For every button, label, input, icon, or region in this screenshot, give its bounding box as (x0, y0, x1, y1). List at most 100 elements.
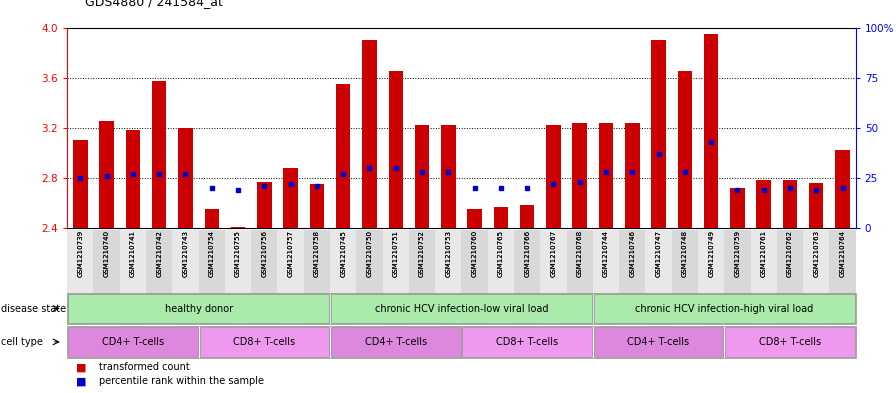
Text: CD4+ T-cells: CD4+ T-cells (365, 337, 426, 347)
Text: GSM1210749: GSM1210749 (708, 230, 714, 277)
Text: GSM1210766: GSM1210766 (524, 230, 530, 277)
Bar (494, 207, 508, 228)
Text: GSM1210746: GSM1210746 (629, 230, 635, 277)
Text: GSM1210760: GSM1210760 (471, 230, 478, 277)
Text: GSM1210764: GSM1210764 (840, 230, 846, 277)
Text: GSM1210752: GSM1210752 (419, 230, 425, 277)
Text: GSM1210765: GSM1210765 (498, 230, 504, 277)
Text: GSM1210744: GSM1210744 (603, 230, 609, 277)
Text: chronic HCV infection-low viral load: chronic HCV infection-low viral load (375, 303, 548, 314)
Text: CD4+ T-cells: CD4+ T-cells (627, 337, 690, 347)
Text: transformed count: transformed count (99, 362, 189, 373)
Text: GSM1210757: GSM1210757 (288, 230, 294, 277)
Bar (783, 180, 797, 228)
Bar (677, 72, 692, 228)
Text: GSM1210747: GSM1210747 (656, 230, 661, 277)
Text: CD8+ T-cells: CD8+ T-cells (233, 337, 296, 347)
Text: GSM1210756: GSM1210756 (262, 230, 267, 277)
Text: GSM1210750: GSM1210750 (366, 230, 373, 277)
Text: GSM1210757: GSM1210757 (288, 230, 294, 277)
Bar (178, 128, 193, 228)
Text: GSM1210755: GSM1210755 (235, 230, 241, 277)
Text: GSM1210749: GSM1210749 (708, 230, 714, 277)
Bar (730, 188, 745, 228)
Bar (336, 84, 350, 228)
Text: chronic HCV infection-high viral load: chronic HCV infection-high viral load (635, 303, 814, 314)
Text: GSM1210744: GSM1210744 (603, 230, 609, 277)
Text: GSM1210753: GSM1210753 (445, 230, 452, 277)
Text: GSM1210748: GSM1210748 (682, 230, 688, 277)
Text: GSM1210754: GSM1210754 (209, 230, 215, 277)
Text: CD8+ T-cells: CD8+ T-cells (496, 337, 558, 347)
Text: healthy donor: healthy donor (165, 303, 233, 314)
Text: ■: ■ (76, 362, 87, 373)
Text: GSM1210746: GSM1210746 (629, 230, 635, 277)
Text: GSM1210758: GSM1210758 (314, 230, 320, 277)
Bar (547, 125, 561, 228)
Text: GSM1210761: GSM1210761 (761, 230, 767, 277)
Bar (389, 72, 403, 228)
Text: GSM1210760: GSM1210760 (471, 230, 478, 277)
Text: GSM1210767: GSM1210767 (550, 230, 556, 277)
Text: GSM1210762: GSM1210762 (787, 230, 793, 277)
Text: GSM1210756: GSM1210756 (262, 230, 267, 277)
Text: GSM1210745: GSM1210745 (340, 230, 346, 277)
Text: GSM1210767: GSM1210767 (550, 230, 556, 277)
Bar (599, 123, 613, 228)
Text: CD8+ T-cells: CD8+ T-cells (759, 337, 821, 347)
Text: GSM1210761: GSM1210761 (761, 230, 767, 277)
Text: GSM1210742: GSM1210742 (156, 230, 162, 277)
Text: GSM1210739: GSM1210739 (77, 230, 83, 277)
Bar (310, 184, 324, 228)
Text: GSM1210743: GSM1210743 (183, 230, 188, 277)
Text: GSM1210740: GSM1210740 (104, 230, 109, 277)
Text: GSM1210743: GSM1210743 (183, 230, 188, 277)
Text: GSM1210768: GSM1210768 (577, 230, 582, 277)
Bar (441, 125, 455, 228)
Text: GSM1210763: GSM1210763 (814, 230, 819, 277)
Text: GSM1210754: GSM1210754 (209, 230, 215, 277)
Text: GSM1210766: GSM1210766 (524, 230, 530, 277)
Text: percentile rank within the sample: percentile rank within the sample (99, 376, 263, 386)
Bar (73, 140, 88, 228)
Text: cell type: cell type (1, 337, 43, 347)
Text: GSM1210750: GSM1210750 (366, 230, 373, 277)
Bar (204, 209, 219, 228)
Bar (835, 150, 849, 228)
Bar (415, 125, 429, 228)
Text: GSM1210752: GSM1210752 (419, 230, 425, 277)
Text: GSM1210753: GSM1210753 (445, 230, 452, 277)
Text: GSM1210742: GSM1210742 (156, 230, 162, 277)
Bar (756, 180, 771, 228)
Text: GSM1210741: GSM1210741 (130, 230, 136, 277)
Bar (468, 209, 482, 228)
Text: GSM1210739: GSM1210739 (77, 230, 83, 277)
Text: GSM1210759: GSM1210759 (735, 230, 740, 277)
Bar (704, 34, 719, 228)
Bar (231, 227, 246, 228)
Text: GSM1210765: GSM1210765 (498, 230, 504, 277)
Text: GSM1210745: GSM1210745 (340, 230, 346, 277)
Text: GSM1210764: GSM1210764 (840, 230, 846, 277)
Bar (283, 168, 297, 228)
Text: GSM1210751: GSM1210751 (392, 230, 399, 277)
Text: GSM1210740: GSM1210740 (104, 230, 109, 277)
Text: GSM1210763: GSM1210763 (814, 230, 819, 277)
Text: CD4+ T-cells: CD4+ T-cells (102, 337, 164, 347)
Text: GSM1210759: GSM1210759 (735, 230, 740, 277)
Bar (257, 182, 271, 228)
Bar (152, 81, 167, 228)
Bar (362, 40, 376, 228)
Text: ■: ■ (76, 376, 87, 386)
Bar (99, 121, 114, 228)
Bar (520, 206, 534, 228)
Bar (125, 130, 140, 228)
Text: GDS4880 / 241584_at: GDS4880 / 241584_at (85, 0, 223, 8)
Text: GSM1210755: GSM1210755 (235, 230, 241, 277)
Text: GSM1210747: GSM1210747 (656, 230, 661, 277)
Bar (651, 40, 666, 228)
Text: GSM1210768: GSM1210768 (577, 230, 582, 277)
Text: GSM1210741: GSM1210741 (130, 230, 136, 277)
Text: GSM1210748: GSM1210748 (682, 230, 688, 277)
Text: GSM1210758: GSM1210758 (314, 230, 320, 277)
